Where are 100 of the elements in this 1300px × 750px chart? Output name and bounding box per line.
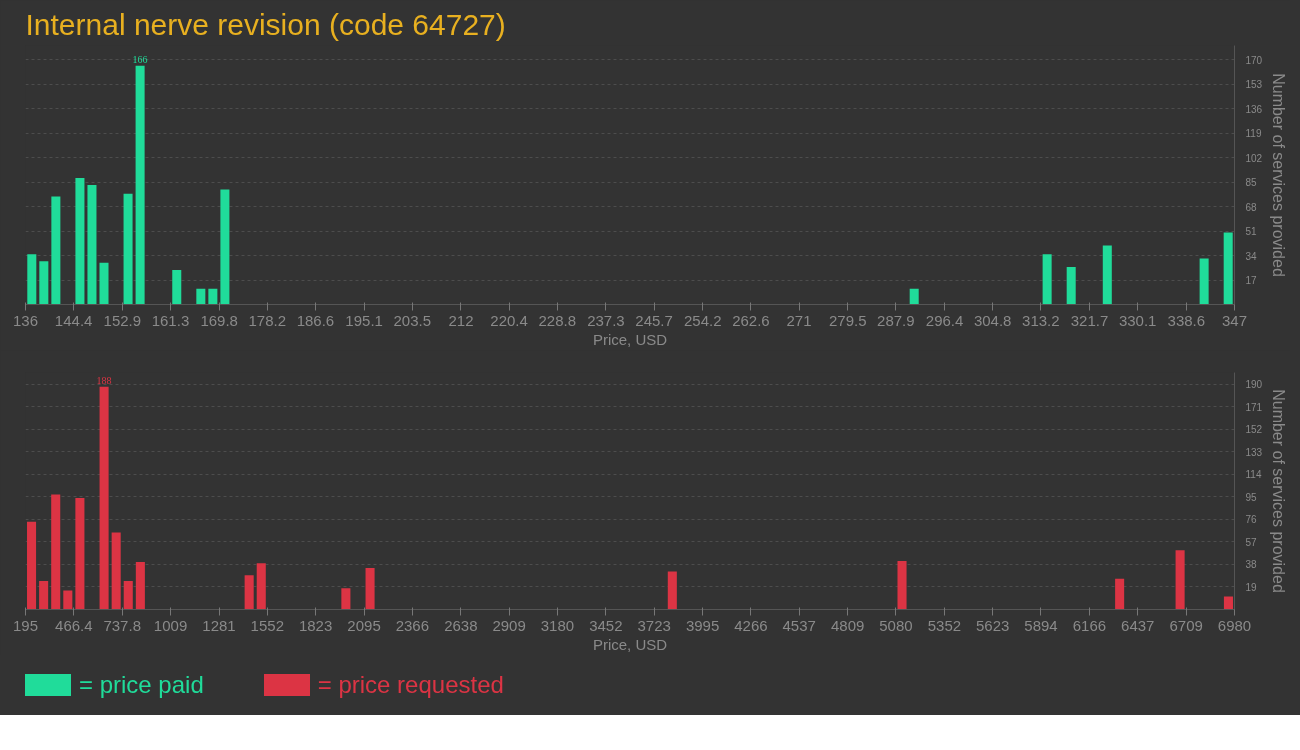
- x-tick-label: 279.5: [828, 311, 867, 329]
- bar: [909, 288, 919, 305]
- bar: [172, 269, 182, 305]
- bar: [99, 386, 109, 610]
- y-tick-label: 17: [1245, 275, 1258, 287]
- x-tick-label: 2095: [347, 616, 381, 634]
- y-tick-label: 57: [1245, 536, 1258, 548]
- bar: [39, 261, 49, 305]
- y-tick-label: 85: [1245, 177, 1258, 189]
- y-tick-label: 136: [1245, 103, 1263, 115]
- x-tick-label: 1009: [153, 616, 188, 634]
- bar: [1223, 232, 1233, 305]
- x-tick-label: 6437: [1121, 616, 1155, 634]
- bar: [135, 562, 145, 610]
- bar: [123, 581, 133, 610]
- x-tick-label: 2366: [395, 616, 430, 634]
- y-tick-label: 19: [1245, 581, 1258, 593]
- bar: [1115, 578, 1125, 610]
- x-tick-label: 5080: [879, 616, 913, 634]
- x-tick-label: 287.9: [877, 311, 915, 329]
- x-tick-label: 3723: [637, 616, 671, 634]
- bar: [1042, 254, 1052, 305]
- y-tick-label: 38: [1245, 559, 1258, 571]
- x-tick-label: 237.3: [587, 311, 625, 329]
- bar: [75, 498, 85, 610]
- y-tick-label: 152: [1245, 424, 1263, 436]
- legend-label: = price paid: [79, 670, 204, 700]
- x-tick-label: 1823: [298, 616, 333, 634]
- x-axis-title: Price, USD: [592, 330, 668, 348]
- bar: [111, 532, 121, 610]
- bar: [75, 177, 85, 305]
- bar: [208, 288, 218, 305]
- bar: [63, 590, 73, 610]
- x-tick-label: 3995: [685, 616, 720, 634]
- bar: [1223, 596, 1233, 610]
- x-tick-label: 144.4: [54, 311, 93, 329]
- x-tick-label: 321.7: [1070, 311, 1109, 329]
- x-tick-label: 6980: [1217, 616, 1252, 634]
- bar: [135, 65, 145, 305]
- x-tick-label: 169.8: [200, 311, 238, 329]
- x-tick-label: 1552: [250, 616, 284, 634]
- x-tick-label: 330.1: [1118, 311, 1157, 329]
- y-tick-label: 95: [1245, 491, 1258, 503]
- x-tick-label: 195.1: [345, 311, 383, 329]
- y-tick-label: 119: [1245, 128, 1262, 140]
- y-tick-label: 68: [1245, 201, 1258, 213]
- x-tick-label: 262.6: [732, 311, 770, 329]
- x-tick-label: 4266: [734, 616, 768, 634]
- x-tick-label: 304.8: [973, 311, 1012, 329]
- y-axis-title: Number of services provided: [1270, 73, 1288, 277]
- x-tick-label: 2638: [444, 616, 478, 634]
- bar: [123, 193, 133, 305]
- x-tick-label: 338.6: [1167, 311, 1206, 329]
- x-tick-label: 212: [448, 311, 474, 329]
- x-tick-label: 296.4: [925, 311, 964, 329]
- bar: [99, 262, 109, 305]
- x-tick-label: 178.2: [248, 311, 287, 329]
- bar: [196, 288, 206, 305]
- x-tick-label: 1281: [202, 616, 236, 634]
- x-tick-label: 313.2: [1022, 311, 1060, 329]
- y-tick-label: 133: [1245, 446, 1263, 458]
- x-tick-label: 2909: [492, 616, 526, 634]
- bar: [667, 571, 677, 610]
- bar: [341, 588, 351, 610]
- y-tick-label: 76: [1245, 514, 1258, 526]
- bar: [27, 254, 37, 305]
- x-tick-label: 5352: [927, 616, 962, 634]
- x-tick-label: 254.2: [684, 311, 722, 329]
- x-tick-label: 3180: [540, 616, 575, 634]
- y-tick-label: 170: [1245, 54, 1263, 66]
- chart-title: Internal nerve revision (code 64727): [25, 7, 506, 41]
- x-tick-label: 5894: [1024, 616, 1058, 634]
- bar: [897, 560, 907, 610]
- x-tick-label: 245.7: [635, 311, 673, 329]
- bar: [1066, 267, 1076, 305]
- x-tick-label: 466.4: [55, 616, 93, 634]
- bar: [1175, 550, 1185, 610]
- x-axis-title: Price, USD: [592, 635, 668, 653]
- bar: [256, 563, 266, 610]
- legend-item: = price paid: [25, 668, 204, 703]
- y-tick-label: 34: [1245, 250, 1258, 262]
- x-tick-label: 271: [786, 311, 812, 329]
- x-tick-label: 195: [12, 616, 39, 634]
- bar: [39, 581, 49, 610]
- x-tick-label: 737.8: [103, 616, 141, 634]
- y-tick-label: 190: [1245, 379, 1263, 391]
- x-tick-label: 6166: [1072, 616, 1107, 634]
- bar: [220, 189, 230, 305]
- x-tick-label: 203.5: [393, 311, 432, 329]
- x-tick-label: 4809: [830, 616, 865, 634]
- legend-item: = price requested: [263, 668, 504, 703]
- bar: [51, 196, 61, 305]
- x-tick-label: 136: [12, 311, 39, 329]
- x-tick-label: 6709: [1169, 616, 1203, 634]
- bar: [87, 185, 97, 305]
- x-tick-label: 186.6: [296, 311, 335, 329]
- x-tick-label: 347: [1221, 311, 1248, 329]
- x-tick-label: 4537: [782, 616, 816, 634]
- x-tick-label: 161.3: [151, 311, 190, 329]
- bar: [365, 568, 375, 610]
